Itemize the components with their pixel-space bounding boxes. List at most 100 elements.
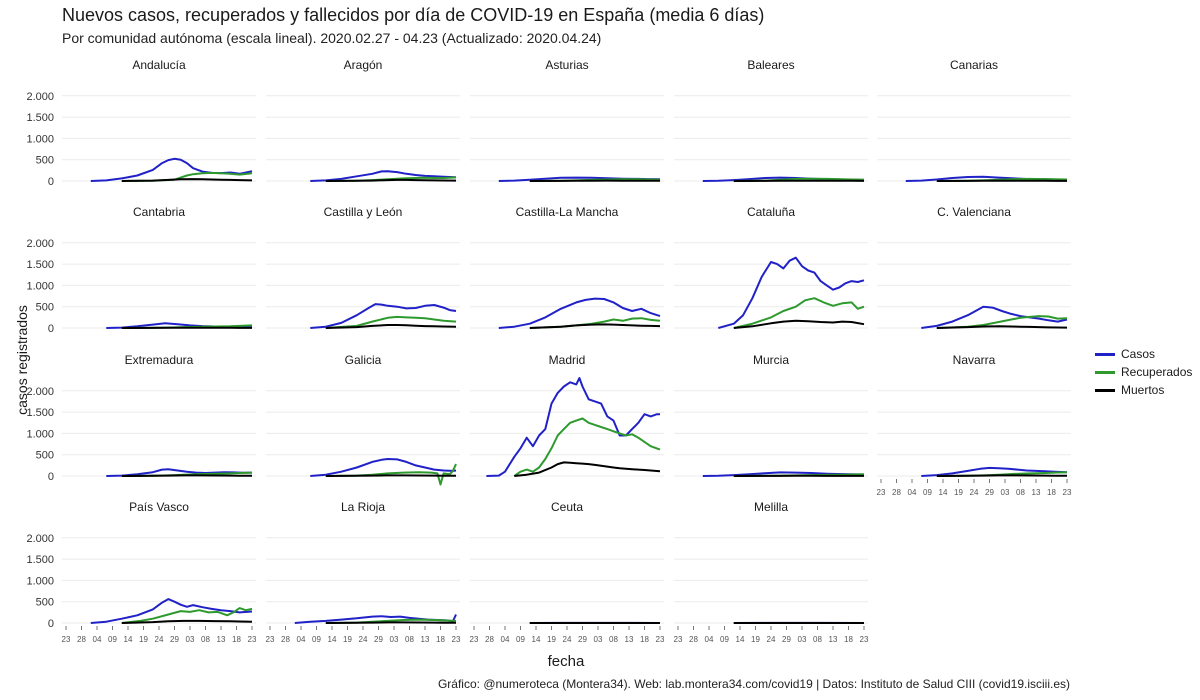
y-tick-label: 500 [36,450,54,462]
x-tick-label: 14 [328,635,337,644]
series-line-casos-pais-vasco [90,598,253,624]
series-line-recuperados-galicia [325,463,457,486]
legend-item-muertos: Muertos [1095,381,1192,399]
x-tick-label: 09 [720,635,729,644]
x-tick-label: 28 [77,635,86,644]
y-tick-label: 2.000 [26,238,54,250]
x-tick-label: 04 [705,635,714,644]
x-tick-label: 23 [674,635,683,644]
legend-label-recuperados: Recuperados [1121,365,1193,379]
series-line-casos-cataluna [718,256,865,329]
panel-title-murcia: Murcia [753,353,789,367]
y-tick-label: 1.000 [26,428,54,440]
y-tick-label: 1.500 [26,259,54,271]
x-tick-label: 08 [813,635,822,644]
y-tick-label: 0 [48,176,54,188]
x-tick-label: 29 [170,635,179,644]
x-tick-label: 13 [625,635,634,644]
x-tick-label: 23 [860,635,869,644]
x-tick-label: 03 [390,635,399,644]
x-tick-label: 29 [782,635,791,644]
panel-title-castilla-y-leon: Castilla y León [324,205,403,219]
x-tick-label: 09 [108,635,117,644]
panel-title-cataluna: Cataluña [747,205,795,219]
x-tick-label: 23 [62,635,71,644]
x-tick-label: 08 [609,635,618,644]
x-tick-label: 28 [689,635,698,644]
series-line-muertos-cataluna [733,319,865,329]
x-tick-label: 23 [656,635,665,644]
series-line-muertos-aragon [325,178,457,182]
series-line-casos-aragon [310,170,457,182]
x-tick-label: 24 [155,635,164,644]
panel-title-castilla-la-mancha: Castilla-La Mancha [516,205,619,219]
y-tick-label: 500 [36,302,54,314]
x-tick-label: 23 [266,635,275,644]
y-tick-label: 1.000 [26,133,54,145]
panel-title-cantabria: Cantabria [133,205,185,219]
chart-caption: Gráfico: @numeroteca (Montera34). Web: l… [437,677,1070,691]
series-line-muertos-la-rioja [325,621,456,624]
x-tick-label: 18 [436,635,445,644]
x-tick-label: 14 [532,635,541,644]
panel-title-andalucia: Andalucía [132,58,186,72]
series-line-muertos-navarra [936,474,1067,477]
x-tick-label: 28 [892,488,901,497]
x-tick-label: 18 [640,635,649,644]
panel-title-extremadura: Extremadura [125,353,194,367]
legend-swatch-recuperados [1095,370,1115,374]
series-line-muertos-andalucia [121,178,253,182]
x-tick-label: 29 [578,635,587,644]
x-tick-label: 28 [485,635,494,644]
panel-title-pais-vasco: País Vasco [129,500,189,514]
x-tick-label: 28 [281,635,290,644]
series-line-casos-navarra [921,466,1068,477]
x-tick-label: 18 [844,635,853,644]
x-tick-label: 13 [1032,488,1041,497]
panel-title-ceuta: Ceuta [551,500,583,514]
x-tick-label: 23 [1063,488,1072,497]
panel-title-asturias: Asturias [545,58,588,72]
x-tick-label: 24 [970,488,979,497]
series-line-muertos-madrid [514,461,661,477]
series-line-casos-extremadura [106,468,253,477]
x-axis-label: fecha [547,653,585,670]
series-line-casos-castilla-y-leon [310,303,457,329]
series-line-casos-castilla-la-mancha [498,297,661,329]
y-tick-label: 2.000 [26,386,54,398]
x-tick-label: 23 [452,635,461,644]
x-tick-label: 19 [343,635,352,644]
panel-title-melilla: Melilla [754,500,788,514]
x-tick-label: 23 [470,635,479,644]
legend-label-muertos: Muertos [1121,383,1165,397]
x-tick-label: 08 [1016,488,1025,497]
x-tick-label: 24 [767,635,776,644]
legend-item-casos: Casos [1095,345,1192,363]
y-tick-label: 1.000 [26,280,54,292]
y-tick-label: 1.500 [26,407,54,419]
panel-title-la-rioja: La Rioja [341,500,385,514]
series-line-casos-madrid [486,377,660,477]
series-line-muertos-extremadura [121,474,252,477]
x-tick-label: 19 [547,635,556,644]
y-tick-label: 2.000 [26,533,54,545]
x-tick-label: 18 [232,635,241,644]
x-tick-label: 19 [139,635,148,644]
panel-title-navarra: Navarra [953,353,996,367]
x-tick-label: 24 [359,635,368,644]
legend: Casos Recuperados Muertos [1095,345,1192,399]
x-tick-label: 19 [954,488,963,497]
x-tick-label: 09 [516,635,525,644]
x-tick-label: 29 [374,635,383,644]
x-tick-label: 14 [124,635,133,644]
panel-title-baleares: Baleares [747,58,794,72]
y-tick-label: 1.500 [26,554,54,566]
x-tick-label: 04 [908,488,917,497]
x-tick-label: 03 [798,635,807,644]
x-tick-label: 03 [594,635,603,644]
x-tick-label: 08 [201,635,210,644]
series-line-recuperados-pais-vasco [121,607,253,624]
y-tick-label: 500 [36,155,54,167]
chart-title: Nuevos casos, recuperados y fallecidos p… [62,5,765,25]
